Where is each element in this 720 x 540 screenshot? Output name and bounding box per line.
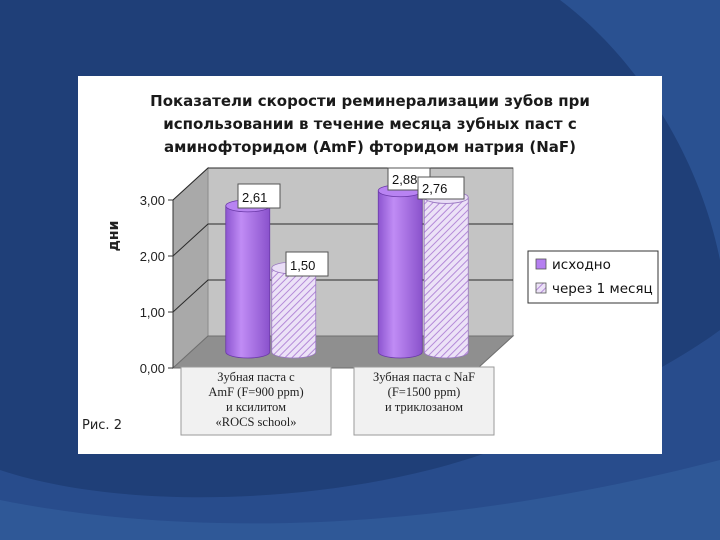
category-label-box <box>180 366 332 436</box>
data-label-box <box>417 176 465 200</box>
legend-label: исходно <box>552 257 611 273</box>
bar-body <box>377 190 423 359</box>
x-category-label: (F=1500 ppm) <box>388 385 461 399</box>
legend-box <box>527 250 659 304</box>
legend-swatch <box>535 258 547 270</box>
figure-caption: Рис. 2 <box>82 418 122 433</box>
chart-title-line-3: аминофторидом (AmF) фторидом натрия (NaF… <box>164 138 576 156</box>
data-label: 2,76 <box>422 181 447 196</box>
data-label-box <box>285 251 329 277</box>
bar-body <box>423 197 469 359</box>
x-category-label: Зубная паста с <box>217 370 295 384</box>
y-axis-label: дни <box>106 221 122 252</box>
x-category-label: и триклозаном <box>385 400 463 414</box>
plot-side-wall <box>172 166 209 370</box>
y-tick-label: 3,00 <box>140 193 165 208</box>
data-label-box <box>237 183 281 209</box>
chart-title-line-2: использовании в течение месяца зубных па… <box>163 115 577 133</box>
chart-panel: 0,00 1,00 2,00 3,00 дни 2,61 1,50 2,88 2,76 Зубна… <box>78 76 662 454</box>
x-category-label: Зубная паста с NaF <box>373 370 475 384</box>
data-label: 1,50 <box>290 258 315 273</box>
data-label: 2,88 <box>392 172 417 187</box>
chart-title-line-1: Показатели скорости реминерализации зубо… <box>150 92 590 110</box>
data-label: 2,61 <box>242 190 267 205</box>
x-category-label: и ксилитом <box>226 400 286 414</box>
bar-body <box>271 267 317 359</box>
y-tick-label: 0,00 <box>140 361 165 376</box>
x-category-label: AmF (F=900 ppm) <box>208 385 303 399</box>
y-tick-label: 2,00 <box>140 249 165 264</box>
legend-label: через 1 месяц <box>552 281 653 297</box>
bar-body <box>225 205 271 359</box>
category-label-box <box>353 366 495 436</box>
legend-swatch <box>535 282 547 294</box>
x-category-label: «ROCS school» <box>216 415 297 429</box>
bar-chart: 0,00 1,00 2,00 3,00 дни 2,61 1,50 2,88 2,76 Зубна… <box>106 166 659 436</box>
y-tick-label: 1,00 <box>140 305 165 320</box>
